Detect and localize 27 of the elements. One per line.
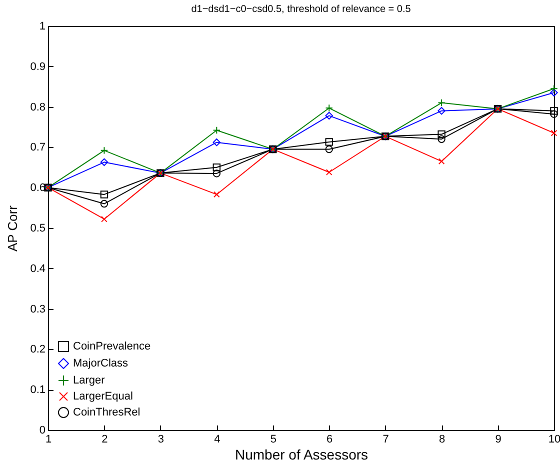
legend-label: LargerEqual xyxy=(73,390,133,402)
legend-label: MajorClass xyxy=(73,358,129,370)
x-tick-label: 2 xyxy=(102,434,108,446)
y-tick-label: 1 xyxy=(39,20,46,32)
y-tick-label: 0.8 xyxy=(30,101,46,114)
x-tick-label: 7 xyxy=(382,434,389,446)
y-tick-label: 0.5 xyxy=(30,222,46,234)
legend-label: CoinPrevalence xyxy=(73,340,151,352)
y-tick-label: 0.7 xyxy=(30,142,46,154)
chart-title: d1−dsd1−c0−csd0.5, threshold of relevance = 0.5 xyxy=(191,4,412,15)
legend-label: Larger xyxy=(73,374,106,386)
y-tick-label: 0.9 xyxy=(30,60,46,73)
y-tick-label: 0.1 xyxy=(30,384,46,396)
x-tick-label: 6 xyxy=(326,434,333,446)
legend-label: CoinThresRel xyxy=(73,406,140,418)
y-tick-label: 0 xyxy=(39,424,46,436)
x-tick-label: 9 xyxy=(495,434,502,446)
x-tick-label: 4 xyxy=(214,434,220,446)
y-tick-label: 0.4 xyxy=(30,262,46,275)
x-axis-title: Number of Assessors xyxy=(234,446,368,461)
y-tick-label: 0.2 xyxy=(30,344,46,356)
x-tick-label: 8 xyxy=(438,434,446,446)
x-tick-label: 10 xyxy=(548,434,560,446)
x-tick-label: 3 xyxy=(158,434,164,446)
x-tick-label: 5 xyxy=(270,434,276,446)
y-axis-title: AP Corr xyxy=(5,204,20,252)
y-tick-label: 0.3 xyxy=(30,303,46,316)
